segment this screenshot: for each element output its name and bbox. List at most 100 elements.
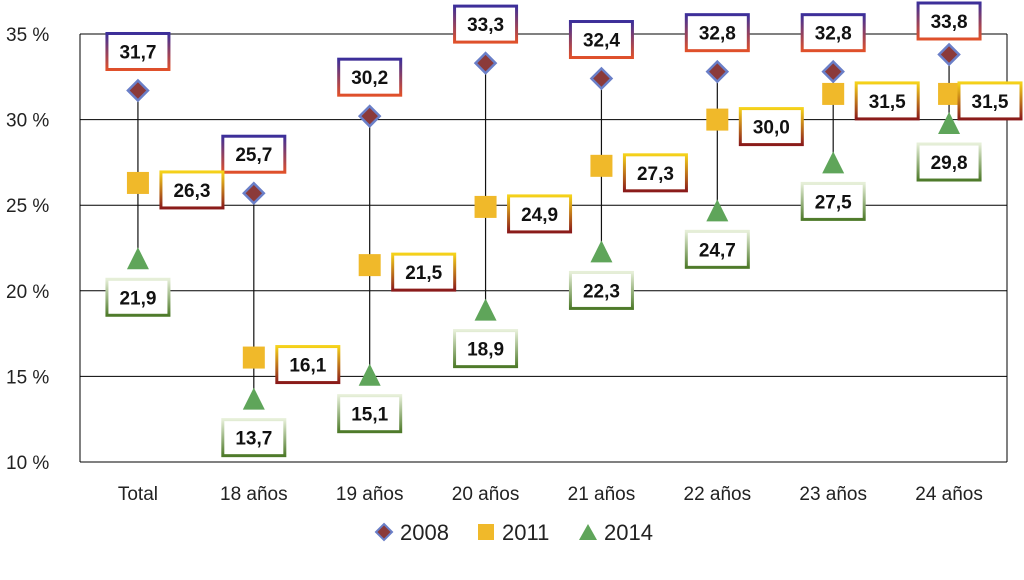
data-label-box [337, 394, 403, 434]
data-label-2008: 32,8 [800, 13, 866, 53]
marker-triangle [358, 363, 381, 386]
x-tick-label: 19 años [336, 484, 404, 505]
data-label-box [800, 181, 866, 221]
data-label-2011: 30,0 [738, 107, 804, 147]
legend-item-2008: 2008 [374, 520, 449, 545]
data-label-2014: 21,9 [105, 277, 171, 317]
data-label-box [854, 81, 920, 121]
data-label-2014: 15,1 [337, 394, 403, 434]
data-label-2011: 31,5 [854, 81, 920, 121]
data-label-text: 30,0 [753, 118, 790, 139]
x-tick-label: 18 años [220, 484, 288, 505]
data-label-text: 22,3 [583, 281, 620, 302]
marker-triangle [242, 387, 265, 410]
data-label-text: 27,5 [815, 192, 852, 213]
data-label-text: 16,1 [289, 356, 326, 377]
x-tick-label: 22 años [684, 484, 752, 505]
data-label-text: 24,7 [699, 240, 736, 261]
data-label-box [391, 252, 457, 292]
legend-label: 2014 [604, 520, 653, 545]
data-label-2014: 24,7 [684, 229, 750, 269]
data-label-text: 27,3 [637, 164, 674, 185]
data-label-box [568, 270, 634, 310]
y-tick-label: 10 % [6, 453, 49, 474]
data-label-box [159, 170, 225, 210]
marker-diamond [937, 42, 961, 67]
data-label-text: 32,8 [815, 24, 852, 45]
data-label-box [568, 20, 634, 60]
marker-square [706, 108, 729, 131]
marker-diamond [126, 78, 150, 103]
data-label-box [622, 153, 688, 193]
marker-triangle [938, 112, 961, 135]
data-label-box [957, 81, 1023, 121]
data-label-2011: 31,5 [957, 81, 1023, 121]
data-label-2008: 25,7 [221, 134, 287, 174]
data-label-box [105, 31, 171, 71]
data-label-box [684, 229, 750, 269]
data-label-box [275, 345, 341, 385]
data-label-box [800, 13, 866, 53]
x-tick-label: 23 años [799, 484, 867, 505]
marker-triangle [474, 298, 497, 321]
marker-square [474, 195, 497, 218]
data-label-2014: 29,8 [916, 142, 982, 182]
legend-label: 2008 [400, 520, 449, 545]
data-label-2008: 33,8 [916, 1, 982, 41]
data-label-text: 32,8 [699, 24, 736, 45]
data-label-text: 33,3 [467, 15, 504, 36]
data-label-2008: 31,7 [105, 31, 171, 71]
data-markers [126, 42, 961, 410]
data-label-text: 26,3 [173, 181, 210, 202]
data-label-2014: 22,3 [568, 270, 634, 310]
data-label-text: 30,2 [351, 68, 388, 89]
data-label-2011: 27,3 [622, 153, 688, 193]
y-tick-label: 35 % [6, 25, 49, 46]
data-label-text: 15,1 [351, 405, 388, 426]
y-axis: 10 % 15 % 20 % 25 % 30 % 35 % [6, 25, 49, 474]
marker-triangle [590, 240, 613, 263]
data-label-box [453, 4, 519, 44]
marker-square [358, 254, 381, 277]
marker-diamond [821, 59, 845, 84]
data-label-box [105, 277, 171, 317]
marker-diamond [242, 181, 266, 205]
data-label-text: 21,9 [119, 288, 156, 309]
data-label-text: 32,4 [583, 31, 620, 52]
marker-triangle [126, 247, 149, 270]
data-label-box [221, 134, 287, 174]
data-label-text: 33,8 [931, 12, 968, 33]
marker-diamond [705, 59, 730, 84]
marker-diamond [473, 51, 498, 75]
x-tick-label: 24 años [915, 484, 983, 505]
data-label-box [916, 142, 982, 182]
data-label-2008: 33,3 [453, 4, 519, 44]
marker-square [822, 82, 845, 105]
y-tick-label: 30 % [6, 111, 49, 132]
marker-diamond [357, 104, 382, 128]
data-label-2011: 24,9 [507, 194, 573, 234]
data-label-text: 24,9 [521, 205, 558, 226]
legend: 2008 2011 2014 [374, 520, 653, 545]
data-label-text: 25,7 [235, 145, 272, 166]
data-label-2011: 26,3 [159, 170, 225, 210]
x-tick-label: Total [118, 484, 158, 505]
data-label-text: 31,7 [119, 42, 156, 63]
data-label-2008: 32,4 [568, 20, 634, 60]
marker-diamond [589, 66, 614, 91]
data-label-2014: 13,7 [221, 418, 287, 458]
data-label-box [916, 1, 982, 41]
legend-item-2011: 2011 [478, 520, 549, 545]
data-label-text: 13,7 [235, 429, 272, 450]
data-label-2008: 30,2 [337, 57, 403, 97]
marker-square [938, 82, 961, 105]
data-label-text: 18,9 [467, 340, 504, 361]
marker-square [126, 171, 149, 194]
grid-lines [79, 33, 1008, 463]
marker-triangle [822, 151, 845, 174]
y-tick-label: 15 % [6, 367, 49, 388]
y-tick-label: 20 % [6, 282, 49, 303]
data-labels: 31,7 25,7 30,2 33,3 32,4 32,8 32,8 33,8 26,3 16,1… [105, 1, 1023, 458]
x-tick-label: 21 años [568, 484, 636, 505]
